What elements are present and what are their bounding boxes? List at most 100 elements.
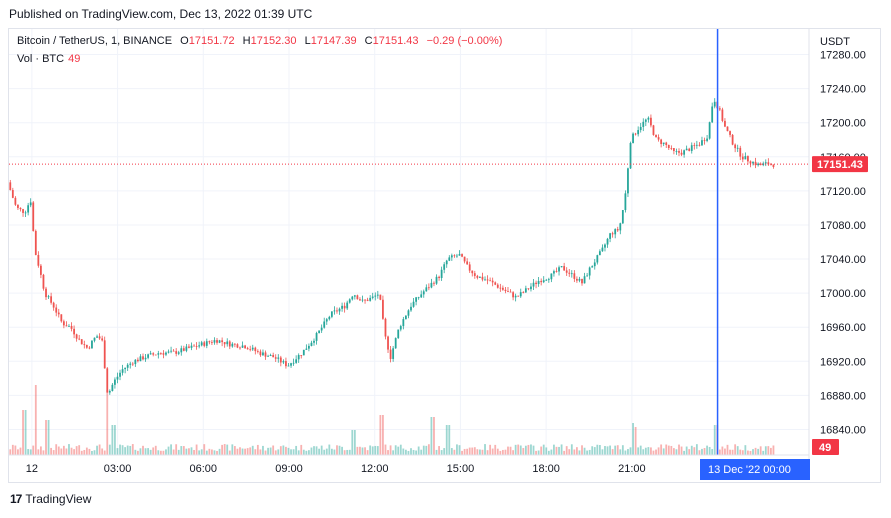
volume-bar [274,450,277,455]
volume-bar [598,445,601,455]
volume-bar [718,449,721,455]
candle-body [443,264,446,270]
volume-bar [295,445,298,455]
volume-bar [182,446,185,455]
candle-body [759,163,762,166]
candle-body [302,349,305,356]
candle-body [657,137,660,140]
candle-body [749,161,752,164]
volume-bar [527,444,530,455]
volume-bar [98,444,101,455]
chart-frame [8,28,881,483]
time-axis-tick-label: 12 [26,463,38,475]
volume-bar [259,449,262,455]
volume-bar [216,450,218,455]
volume-bar [660,444,663,455]
candle-body [200,342,203,346]
last-volume-tag-label: 49 [819,442,831,454]
candle-body [632,133,634,144]
candle-body [647,117,650,120]
candle-body [593,262,596,267]
candle-body [683,150,686,155]
candle-body [410,306,412,311]
volume-bar [70,447,73,455]
volume-bar [147,448,150,455]
volume-bar [614,445,617,455]
candle-body [213,340,216,343]
candle-body [726,126,729,132]
volume-bar [586,450,589,455]
candle-body [272,355,275,358]
volume-bar [655,449,657,455]
volume-bar [302,449,305,455]
volume-bar [226,444,229,455]
volume-bar [24,410,27,455]
volume-bar [708,446,711,455]
volume-bar [637,447,640,455]
price-axis-tick-label: 17000.00 [820,288,866,300]
volume-bar [662,448,665,455]
volume-bar [364,447,366,455]
volume-bar [387,450,389,455]
candle-body [764,162,767,164]
candle-body [351,296,354,300]
volume-bar [239,447,241,455]
candle-body [211,342,213,344]
candle-body [37,254,40,266]
volume-bar [553,444,555,455]
candle-body [412,301,415,307]
volume-label[interactable]: Vol · BTC [17,53,65,65]
volume-bar [218,448,221,455]
volume-bar [739,449,742,455]
candle-body [466,261,469,265]
candle-body [685,148,688,151]
candle-body [767,162,770,165]
candle-body [573,273,576,279]
volume-bar [374,445,377,455]
volume-bar [134,449,137,455]
candle-body [404,315,407,320]
volume-bar [282,445,285,455]
volume-bar [433,417,435,455]
candle-body [40,265,42,275]
candle-body [121,369,124,373]
candle-body [706,138,708,141]
candle-body [772,164,775,167]
candle-body [297,355,300,360]
candle-body [489,280,492,282]
candle-body [29,202,32,206]
time-axis-tick-label: 09:00 [275,463,303,475]
candle-body [565,270,568,273]
volume-bar [371,446,374,455]
volume-bar [256,444,259,455]
candle-body [519,292,522,297]
candle-body [45,288,47,298]
volume-bar [116,448,119,455]
volume-bar [175,444,178,455]
candle-body [98,336,101,339]
volume-bar [139,448,142,455]
volume-bar [40,446,42,455]
symbol-label[interactable]: Bitcoin / TetherUS, 1, BINANCE [17,35,173,47]
candle-body [300,355,303,356]
candle-body [588,267,591,276]
candle-body [713,101,716,107]
candle-body [662,142,665,145]
price-axis-tick-label: 16920.00 [820,356,866,368]
volume-bar [159,450,162,455]
candle-body [328,316,331,320]
volume-bar [96,445,98,455]
candle-body [359,299,361,301]
volume-bar [277,449,280,455]
candle-body [624,193,627,211]
volume-bar [445,425,448,455]
price-axis-tick-label: 17280.00 [820,50,866,62]
price-axis-tick-label: 17120.00 [820,186,866,198]
candle-body [456,255,458,257]
volume-bar [639,445,642,455]
volume-bar [208,448,211,455]
candle-body [397,329,400,339]
tradingview-footer[interactable]: 17 TradingView [10,492,91,506]
candle-body [119,372,121,377]
